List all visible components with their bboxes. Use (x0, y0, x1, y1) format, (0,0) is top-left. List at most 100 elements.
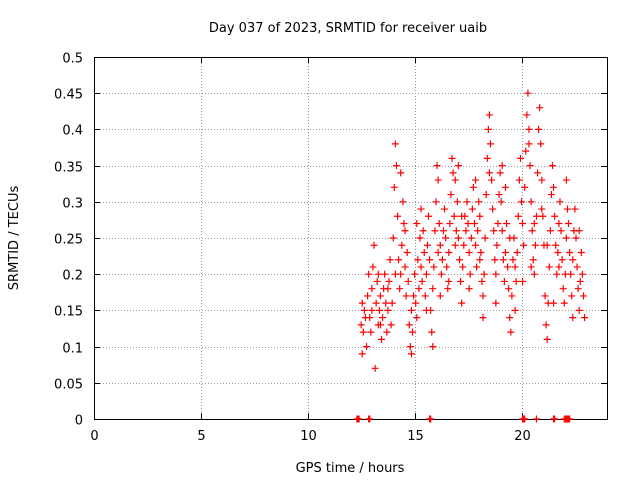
data-point (560, 299, 568, 307)
data-point (425, 212, 433, 220)
data-point (399, 198, 407, 206)
data-point (511, 306, 519, 314)
data-point (479, 314, 487, 322)
data-point (450, 212, 458, 220)
y-tick-label: 0.05 (54, 378, 83, 393)
data-point (444, 285, 452, 293)
data-point (505, 285, 513, 293)
data-point (566, 248, 574, 256)
data-point (396, 285, 404, 293)
data-point (556, 198, 564, 206)
data-point (397, 169, 405, 177)
data-point (485, 111, 493, 119)
y-tick-label: 0.45 (54, 88, 83, 103)
data-point (437, 270, 445, 278)
data-point (575, 227, 583, 235)
data-point (507, 328, 515, 336)
data-point (553, 270, 561, 278)
data-point (531, 241, 539, 249)
data-point (523, 111, 531, 119)
data-point (457, 277, 465, 285)
data-point (429, 343, 437, 351)
data-point (413, 314, 421, 322)
data-point (548, 162, 556, 170)
data-point (370, 241, 378, 249)
data-point (446, 220, 454, 228)
data-point (422, 306, 430, 314)
data-point (462, 227, 470, 235)
data-point (489, 205, 497, 213)
data-point (395, 256, 403, 264)
data-point (514, 212, 522, 220)
data-point (426, 256, 434, 264)
data-point (360, 306, 368, 314)
data-point (577, 248, 585, 256)
x-tick-label: 20 (514, 429, 531, 444)
data-point (569, 256, 577, 264)
data-point (431, 227, 439, 235)
data-point (521, 183, 529, 191)
data-point (452, 227, 460, 235)
data-point (373, 277, 381, 285)
data-point (562, 234, 570, 242)
data-point (445, 248, 453, 256)
data-point (411, 270, 419, 278)
y-tick-label: 0.1 (62, 342, 83, 357)
data-point (381, 270, 389, 278)
data-point (377, 335, 385, 343)
data-point (401, 227, 409, 235)
data-point (574, 285, 582, 293)
data-point (521, 415, 529, 423)
data-point (416, 234, 424, 242)
data-point (562, 176, 570, 184)
data-point (363, 343, 371, 351)
data-point (546, 227, 554, 235)
data-point (492, 299, 500, 307)
data-point (388, 299, 396, 307)
data-point (402, 292, 410, 300)
data-point (419, 227, 427, 235)
data-point (536, 104, 544, 112)
data-point (488, 176, 496, 184)
data-point (458, 299, 466, 307)
data-point (543, 335, 551, 343)
data-point (391, 270, 399, 278)
data-point (365, 270, 373, 278)
data-point (482, 191, 490, 199)
data-point (554, 248, 562, 256)
data-point (429, 285, 437, 293)
data-point (477, 248, 485, 256)
data-point (389, 234, 397, 242)
data-point (530, 220, 538, 228)
data-point (374, 270, 382, 278)
data-point (519, 277, 527, 285)
data-point (500, 277, 508, 285)
data-point (460, 241, 468, 249)
data-point (541, 292, 549, 300)
data-point (573, 263, 581, 271)
data-point (453, 198, 461, 206)
data-point (392, 162, 400, 170)
data-point (400, 220, 408, 228)
axis-ticks: 0 5 10 15 20 0 0.05 0.1 0.15 0.2 0.25 0.3 0.35 0.4 0.4… (54, 52, 607, 444)
data-point (575, 306, 583, 314)
data-point (454, 234, 462, 242)
data-point (371, 364, 379, 372)
data-point (479, 292, 487, 300)
data-point (358, 350, 366, 358)
data-point (476, 256, 484, 264)
data-point (423, 241, 431, 249)
x-tick-label: 15 (407, 429, 424, 444)
data-point (534, 169, 542, 177)
data-point (532, 212, 540, 220)
data-point (525, 125, 533, 133)
data-point (559, 285, 567, 293)
data-point (376, 292, 384, 300)
data-point (357, 321, 365, 329)
data-point (434, 176, 442, 184)
data-point (506, 314, 514, 322)
data-point (358, 299, 366, 307)
data-point (558, 256, 566, 264)
data-point (497, 198, 505, 206)
data-point (442, 234, 450, 242)
